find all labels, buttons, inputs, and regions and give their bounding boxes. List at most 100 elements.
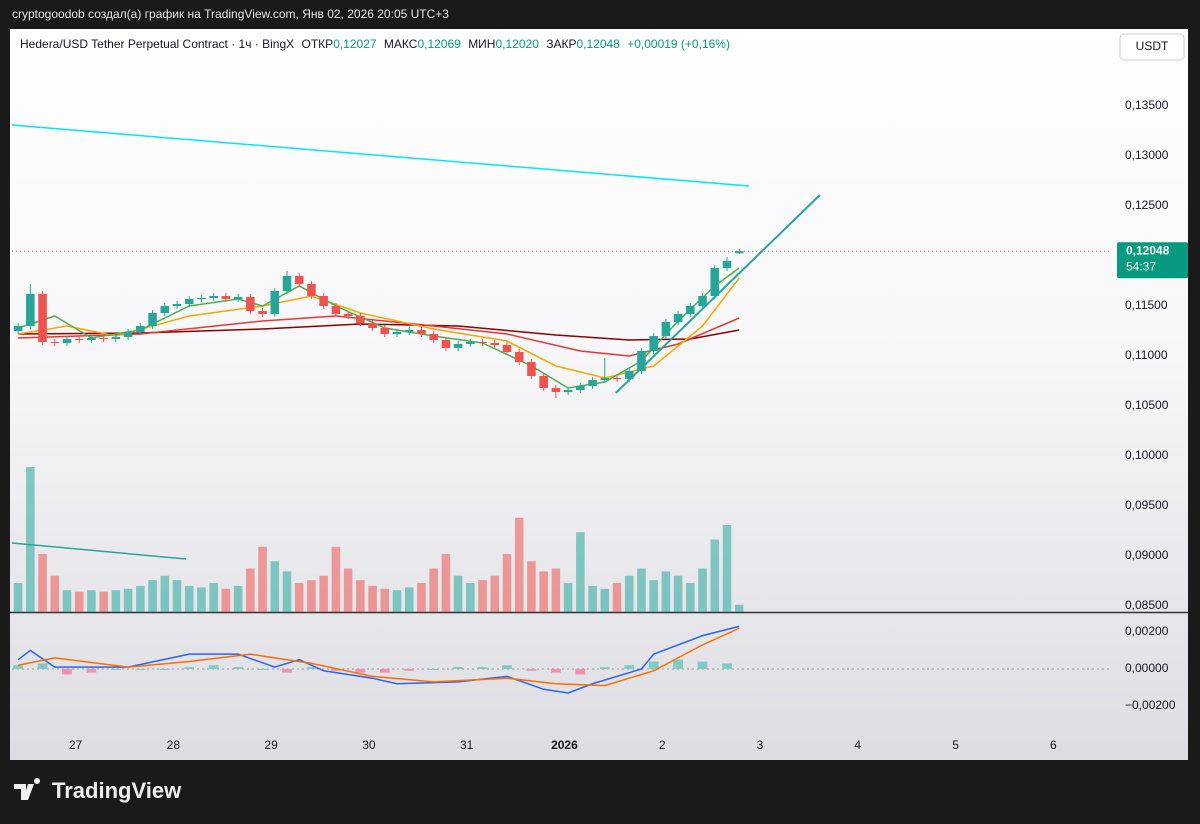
candle-body <box>221 296 231 299</box>
tv-logo <box>14 778 41 800</box>
candle-body <box>99 338 108 339</box>
y-tick-label: 0,11500 <box>1125 298 1168 312</box>
ohlc-value: 0,12020 <box>495 37 539 51</box>
macd-histogram-bar <box>599 667 610 669</box>
volume-bar <box>600 588 610 612</box>
macd-histogram-bar <box>428 668 439 670</box>
x-tick-label: 3 <box>757 738 764 752</box>
ohlc-label: МАКС <box>384 37 418 51</box>
volume-bar <box>356 580 365 612</box>
candle-body <box>380 328 390 334</box>
macd-histogram-bar <box>648 661 659 669</box>
volume-bar <box>111 590 121 612</box>
volume-bar <box>184 585 194 612</box>
volume-bar <box>148 580 157 612</box>
legend-line: Hedera/USD Tether Perpetual Contract · 1… <box>20 37 730 51</box>
currency-button[interactable] <box>1119 33 1185 61</box>
candle-body <box>368 323 377 328</box>
candle-body <box>160 306 170 313</box>
macd-histogram-bar <box>233 667 243 669</box>
y-tick-label: 0,08500 <box>1125 598 1169 612</box>
countdown: 54:37 <box>1126 259 1156 273</box>
candle-body <box>50 342 60 343</box>
drawing-line <box>11 542 187 560</box>
candle-body <box>722 261 732 268</box>
volume-bar <box>392 590 402 612</box>
candle-body <box>417 330 426 334</box>
volume-bar <box>123 588 133 612</box>
macd-histogram-bar <box>208 665 219 669</box>
x-tick-label: 2026 <box>551 738 578 752</box>
volume-bar <box>624 575 634 612</box>
volume-bar <box>502 554 512 612</box>
macd-histogram-bar <box>379 668 390 673</box>
candle-body <box>551 388 561 392</box>
volume-bar <box>429 568 438 612</box>
y-tick-label: 0,09500 <box>1125 498 1169 512</box>
brand: TradingView <box>52 778 182 803</box>
volume-bar <box>490 575 500 612</box>
candle-body <box>123 332 133 337</box>
volume-bar <box>331 546 341 612</box>
candle-body <box>502 345 512 352</box>
macd-histogram-bar <box>722 663 732 669</box>
candle-body <box>343 314 353 316</box>
y-tick-label: 0,10500 <box>1125 398 1169 412</box>
volume-bar <box>722 525 732 612</box>
volume-bar <box>686 583 695 612</box>
change: +0,00019 (+0,16%) <box>627 37 730 51</box>
y-tick-label: 0,13000 <box>1125 148 1169 162</box>
candle-body <box>62 339 72 343</box>
candle-body <box>710 268 720 296</box>
candle-body <box>258 311 267 314</box>
y-tick-label: 0,10000 <box>1125 448 1169 462</box>
volume-bar <box>527 561 536 612</box>
volume-bar <box>514 517 524 612</box>
candle-body <box>270 291 280 314</box>
macd-histogram-bar <box>37 663 48 669</box>
candle-body <box>478 342 487 343</box>
candle-body <box>209 296 218 298</box>
y-tick-label: 0,00000 <box>1125 661 1169 675</box>
volume-bar <box>404 587 414 612</box>
candle-body <box>87 338 96 340</box>
candle-body <box>38 294 47 342</box>
volume-bar <box>258 546 267 612</box>
macd-histogram-bar <box>673 659 683 669</box>
volume-bar <box>270 561 280 612</box>
candle-body <box>514 352 524 362</box>
candle-body <box>453 344 463 348</box>
volume-bar <box>38 554 47 612</box>
currency[interactable]: USDT <box>1136 39 1169 53</box>
macd-histogram-bar <box>135 668 146 670</box>
x-tick-label: 31 <box>460 738 474 752</box>
macd-histogram-bar <box>477 667 488 669</box>
ohlc-label: ОТКР <box>302 37 334 51</box>
macd-histogram-bar <box>551 668 561 673</box>
y-tick-label: 0,11000 <box>1125 348 1168 362</box>
volume-bar <box>50 575 60 612</box>
volume-bar <box>282 571 292 612</box>
candle-body <box>637 351 646 371</box>
volume-bar <box>661 571 671 612</box>
volume-bar <box>233 585 243 612</box>
macd-histogram-bar <box>13 665 23 669</box>
volume-bar <box>319 575 328 612</box>
watermark: cryptogoodob создал(а) график на Trading… <box>12 7 449 21</box>
candle-body <box>441 340 451 348</box>
volume-bar <box>539 571 548 612</box>
volume-bar <box>588 585 597 612</box>
candle-body <box>612 378 622 379</box>
volume-bar <box>453 575 463 612</box>
trend-line <box>615 194 821 394</box>
volume-bar <box>441 554 451 612</box>
symbol: Hedera/USD Tether Perpetual Contract · 1… <box>20 37 294 51</box>
macd-histogram-bar <box>453 667 463 669</box>
volume-bar <box>673 575 683 612</box>
x-tick-label: 6 <box>1050 738 1057 752</box>
volume-bar <box>637 568 646 612</box>
x-tick-label: 4 <box>854 738 861 752</box>
macd-histogram-bar <box>697 661 708 669</box>
candle-body <box>26 294 35 326</box>
